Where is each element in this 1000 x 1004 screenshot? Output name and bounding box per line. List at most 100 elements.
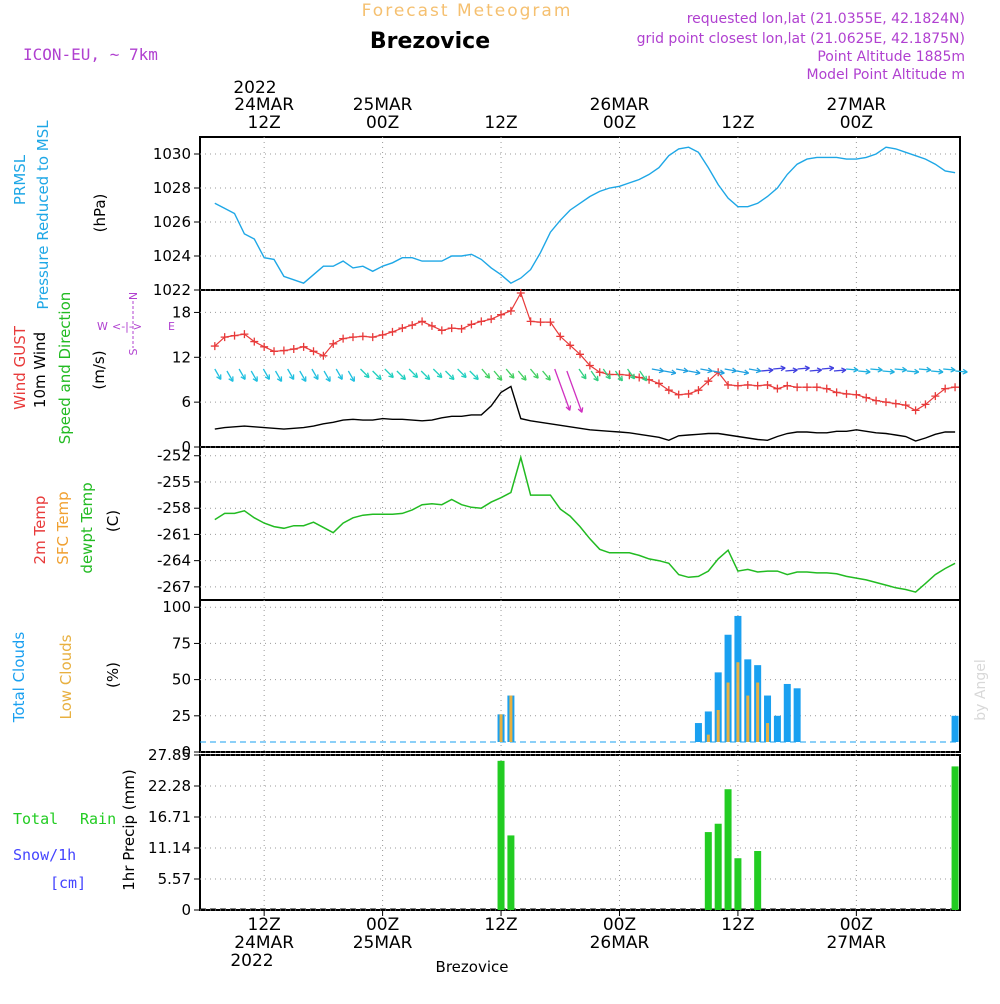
bottom-axis-hour-3: 00Z [603,915,636,935]
data-layer [210,146,968,910]
wind-arrow-3 [250,370,258,382]
y-tick-label-3-0: 0 [181,743,191,761]
wind-arrowhead-13 [376,374,382,381]
wind-arrow-29 [566,370,583,413]
gust-point-24 [447,324,456,333]
gust-point-66 [862,393,871,402]
wind-arrow-22 [481,368,491,379]
gust-point-62 [822,384,831,393]
wind-arrow-21 [469,370,479,380]
panel-y-labels: PRMSL Pressure Reduced to MSL (hPa) Wind… [10,120,138,892]
wind-arrowhead-29 [577,407,584,413]
gust-point-18 [388,327,397,336]
bottom-axis-year: 2022 [230,951,273,971]
wind-arrowhead-61 [962,368,968,375]
rain-bar-1 [507,835,515,910]
bottom-axis-day-0: 24MAR [234,933,294,953]
gust-point-1 [220,333,229,342]
total-cloud-bar-11 [783,683,791,742]
precip-unit: 1hr Precip (mm) [120,769,138,890]
y-tick-label-3-1: 25 [172,707,191,725]
wind-arrow-45 [761,369,774,372]
gust-point-56 [763,380,772,389]
gust-point-14 [348,333,357,342]
panel-frame-0 [199,136,961,291]
gust-point-75 [951,383,960,392]
gust-point-46 [664,386,673,395]
gust-point-15 [358,332,367,341]
gust-point-21 [418,317,427,326]
temp-unit: (C) [104,510,122,532]
rain-bar-5 [734,858,742,910]
wind-arrow-34 [627,368,635,380]
wind-arrow-19 [445,370,455,380]
wind-arrowhead-35 [641,375,648,382]
gust-point-5 [260,342,269,351]
wind-arrowhead-22 [484,373,491,379]
wind-arrowhead-10 [337,374,343,380]
gust-point-49 [694,386,703,395]
gust-point-57 [773,384,782,393]
top-axis-hour-2: 12Z [484,113,517,133]
header-location: Brezovice [370,29,490,54]
total-cloud-bar-13 [951,715,959,742]
wind-arrow-28 [554,368,571,411]
wind-arrowhead-48 [804,365,810,372]
wind-arrow-52 [846,368,859,371]
wind-arrow-5 [274,370,283,382]
wind-arrowhead-43 [743,369,750,376]
precip-label-snow: Snow/1h [13,846,76,864]
y-tick-label-1-0: 0 [181,438,191,456]
wind-arrow-38 [676,368,689,372]
gust-point-35 [556,332,565,341]
wind-arrowhead-28 [565,405,572,411]
total-cloud-bar-3 [704,711,712,742]
wind-arrow-0 [214,368,222,380]
header-requested: requested lon,lat (21.0355E, 42.1824N) [687,11,965,27]
gust-point-60 [803,383,812,392]
wind-arrowhead-54 [877,366,883,373]
y-tick-label-1-2: 12 [172,348,191,366]
precip-label-cm: [cm] [50,874,86,892]
y-tick-label-3-2: 50 [172,671,191,689]
gust-point-65 [852,390,861,399]
wind-arrowhead-47 [792,367,798,374]
dewpt-line [214,454,956,593]
wind-arrow-36 [651,368,664,372]
wind-arrow-48 [797,367,810,370]
gust-point-43 [635,373,644,382]
gust-point-23 [437,326,446,335]
gust-point-30 [506,306,515,315]
wind-arrowhead-6 [289,374,295,380]
wind-arrowhead-60 [950,366,956,373]
wind-arrow-10 [335,368,343,380]
header-model-altitude: Model Point Altitude m [807,67,966,83]
gust-point-12 [329,339,338,348]
gust-point-55 [753,381,762,390]
y-tick-label-2-5: -267 [157,578,191,596]
wind-arrowhead-14 [388,372,394,379]
precip-label-total: Total [13,810,58,828]
gust-point-33 [536,318,545,327]
wind-arrowhead-15 [400,374,407,381]
y-tick-label-3-3: 75 [172,634,191,652]
wind-arrowhead-11 [349,376,355,382]
wind-arrowhead-53 [865,368,871,375]
wind-arrowhead-23 [496,375,503,381]
wind-arrowhead-24 [508,373,515,379]
y-tick-label-0-3: 1028 [153,179,191,197]
wind-arrow-35 [639,370,648,382]
panel-frames [199,136,961,911]
gust-point-19 [398,324,407,333]
top-axis-day-1: 25MAR [353,95,413,115]
wind-10m-line [214,385,956,442]
top-axis-hour-1: 00Z [366,113,399,133]
temp-label-sfc: SFC Temp [54,491,72,564]
y-tick-label-0-2: 1026 [153,213,191,231]
wind-arrowhead-26 [533,373,539,379]
gust-point-11 [319,351,328,360]
gust-point-67 [872,396,881,405]
wind-arrow-14 [384,368,394,378]
compass-w: W [97,320,108,333]
top-axis-day-0: 24MAR [234,95,294,115]
